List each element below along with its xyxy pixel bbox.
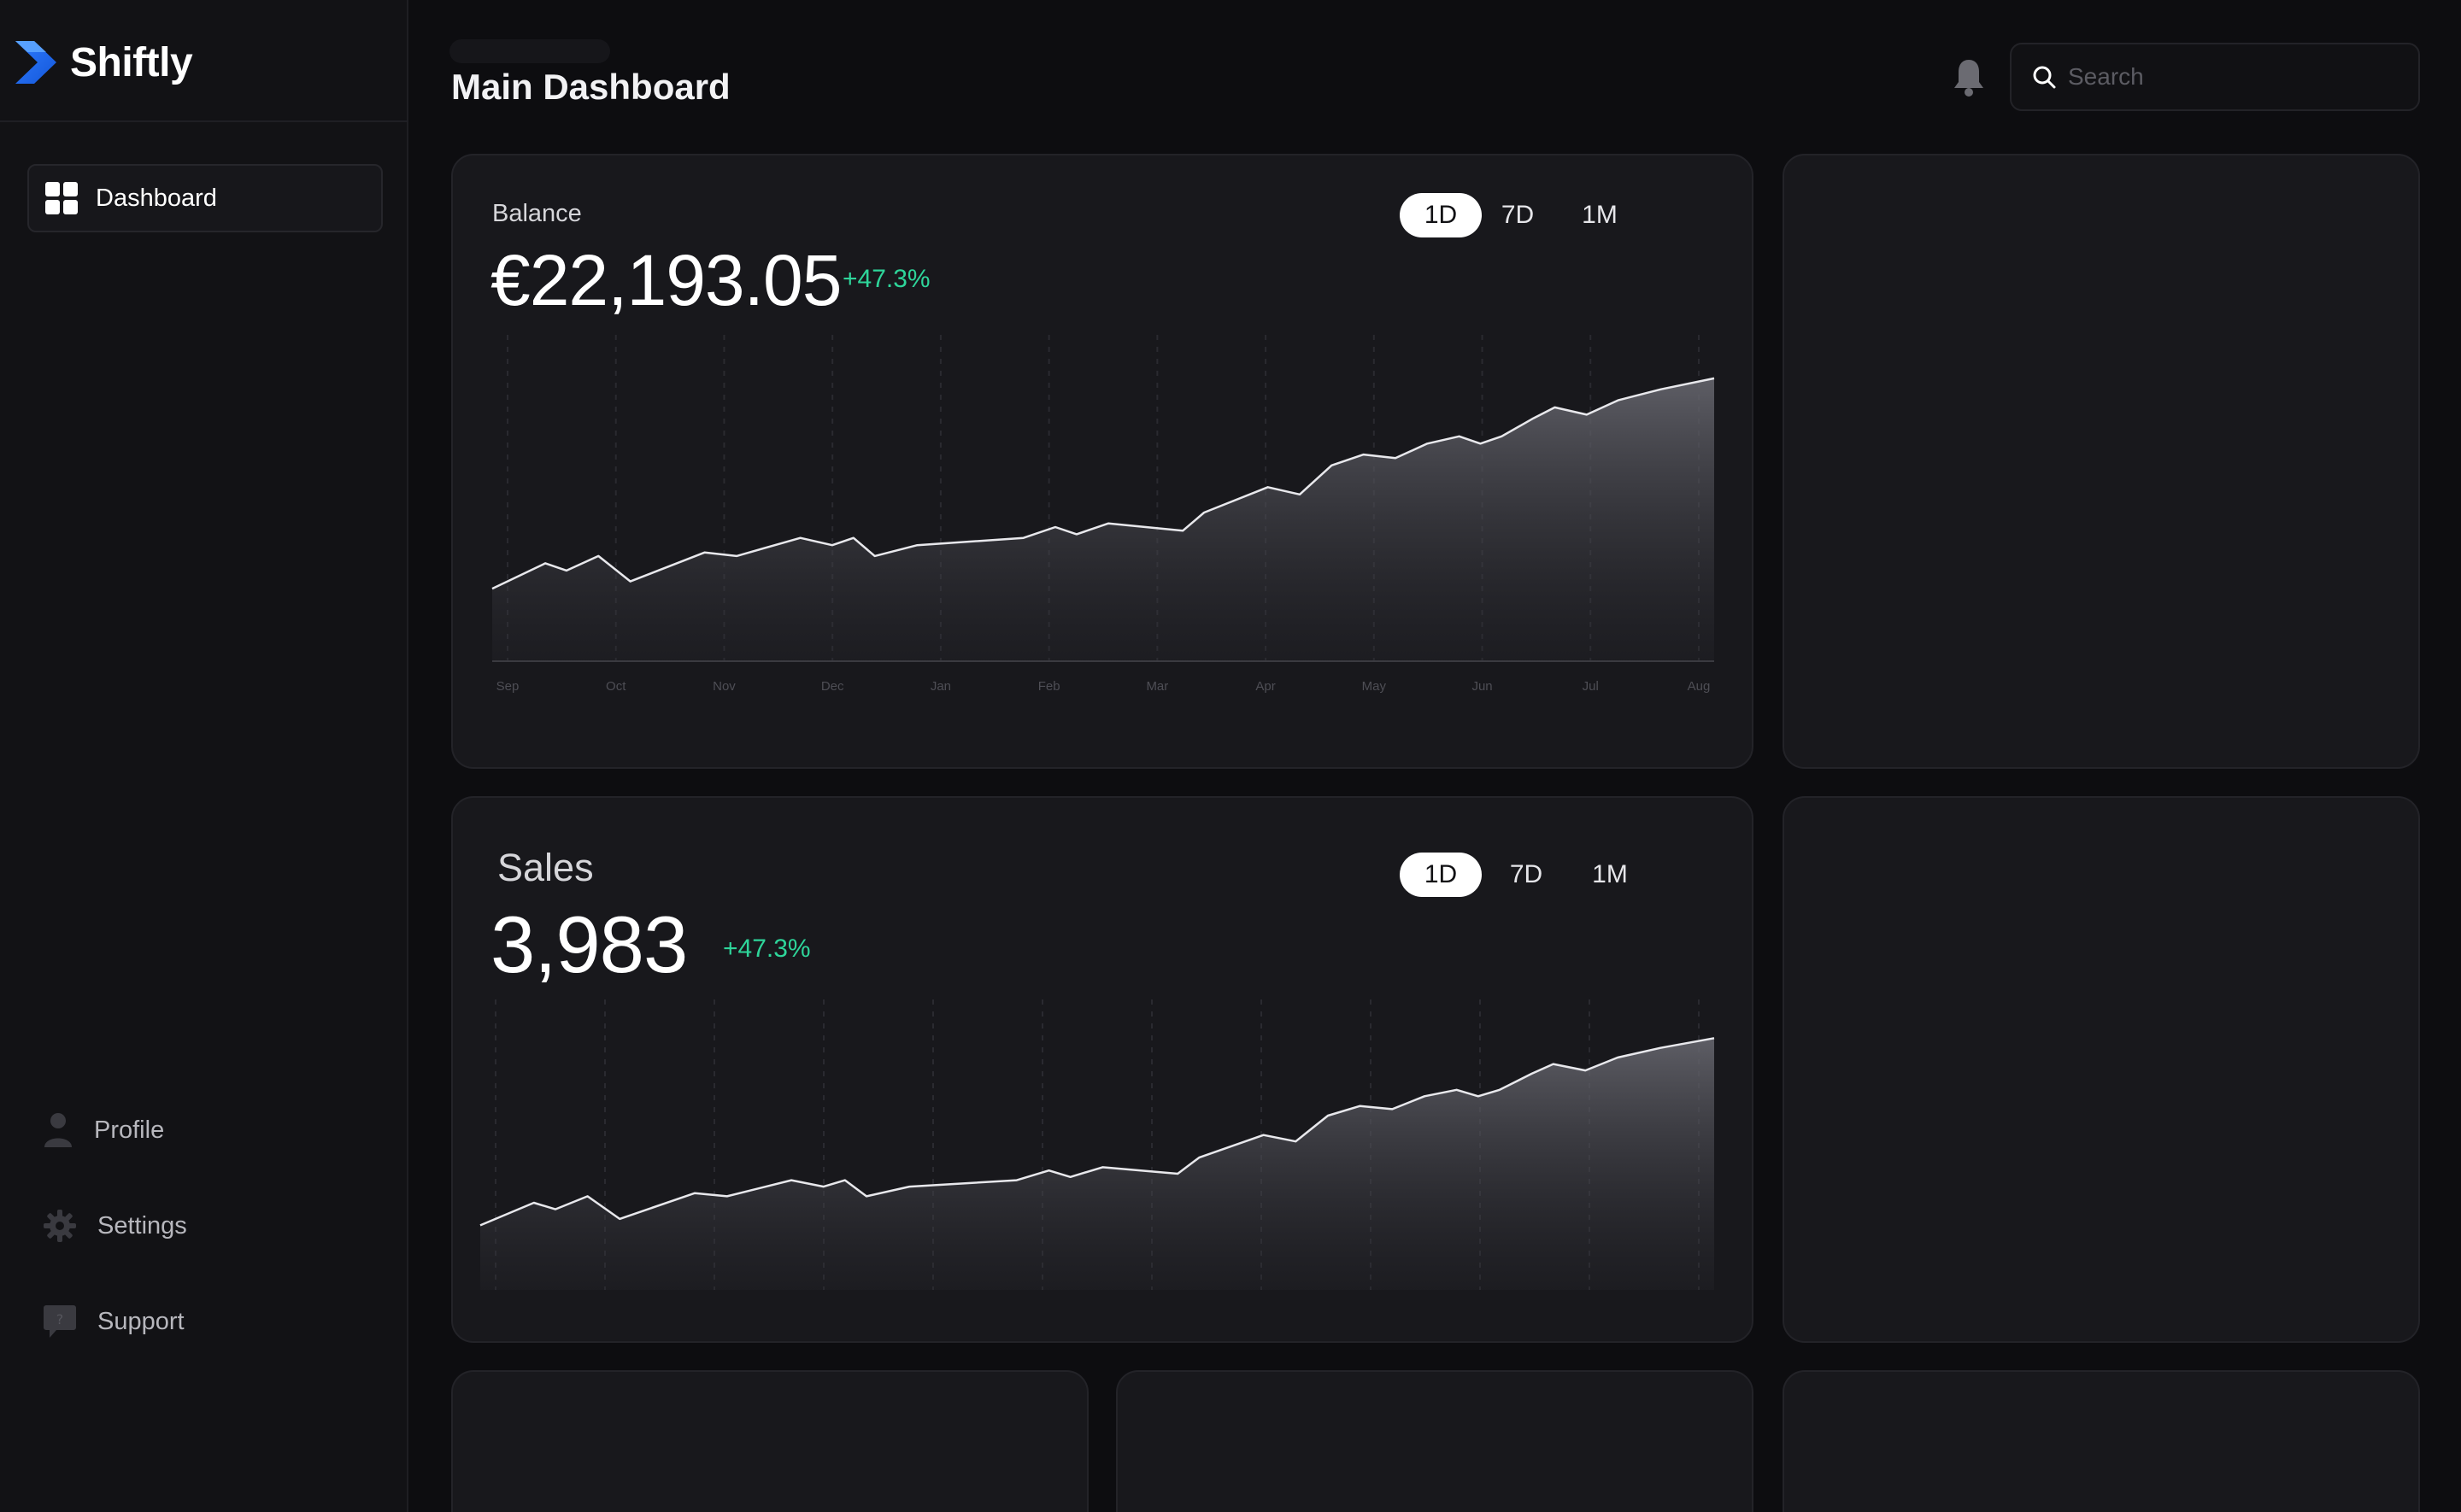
x-tick-label: May [1362,679,1387,694]
placeholder-card [451,1370,1089,1512]
range-1m-button[interactable]: 1M [1582,201,1618,229]
balance-value: €22,193.05 [490,240,842,320]
range-1m-button[interactable]: 1M [1592,860,1628,888]
balance-range-selector: 1D 7D 1M [1400,193,1646,237]
sidebar-item-label: Settings [97,1211,187,1239]
sales-change: +47.3% [723,935,811,963]
sales-value: 3,983 [490,900,688,989]
x-tick-label: Mar [1146,679,1168,694]
series-area [492,378,1714,661]
balance-card: Balance €22,193.05 +47.3% 1D 7D 1M Sep Oc… [451,154,1753,769]
search-box[interactable] [2010,43,2420,111]
search-input[interactable] [2068,63,2410,91]
page-title: Main Dashboard [451,67,731,107]
sidebar-item-dashboard[interactable]: Dashboard [27,164,383,232]
sidebar-item-settings[interactable]: Settings [43,1204,187,1247]
x-tick-label: Apr [1255,679,1275,694]
sidebar-item-label: Profile [94,1116,165,1144]
sidebar: Shiftly Dashboard Profile [0,0,408,1512]
x-tick-label: Feb [1038,679,1060,694]
placeholder-card [1116,1370,1753,1512]
sales-chart [479,999,1715,1290]
gear-icon [44,1210,76,1242]
sales-label: Sales [497,846,594,889]
header-skeleton [449,39,610,63]
sidebar-item-label: Support [97,1307,185,1335]
x-tick-label: Aug [1688,679,1711,694]
sidebar-item-support[interactable]: ? Support [43,1300,185,1343]
range-1d-button[interactable]: 1D [1400,193,1482,237]
sidebar-divider [0,120,408,122]
search-icon [2033,66,2056,89]
placeholder-card [1783,154,2420,769]
balance-change: +47.3% [843,265,931,293]
x-tick-label: Jul [1583,679,1599,694]
range-7d-button[interactable]: 7D [1501,201,1535,229]
dashboard-grid-icon [45,182,78,214]
balance-label: Balance [492,200,582,227]
app-name: Shiftly [70,39,193,85]
shiftly-logo-icon [15,41,56,84]
sales-card: Sales 3,983 +47.3% 1D 7D 1M [451,796,1753,1343]
x-tick-label: Jan [931,679,951,694]
chat-help-icon: ? [44,1305,76,1338]
x-tick-label: Jun [1471,679,1492,694]
svg-text:?: ? [56,1311,64,1327]
x-tick-label: Oct [606,679,626,694]
series-line [491,377,1715,590]
sidebar-item-label: Dashboard [96,184,217,212]
user-icon [44,1113,72,1147]
logo[interactable]: Shiftly [14,38,193,87]
sidebar-item-profile[interactable]: Profile [43,1109,164,1152]
placeholder-card [1783,796,2420,1343]
x-tick-label: Nov [713,679,736,694]
balance-chart: Sep Oct Nov Dec Jan Feb Mar Apr May Jun Jul Aug [491,335,1715,694]
bell-icon[interactable] [1952,58,1986,97]
x-tick-label: Sep [496,679,520,694]
series-line [479,1037,1715,1227]
range-1d-button[interactable]: 1D [1400,853,1482,897]
range-7d-button[interactable]: 7D [1509,860,1543,888]
series-area [480,1038,1714,1290]
x-tick-label: Dec [821,679,844,694]
placeholder-card [1783,1370,2420,1512]
sales-range-selector: 1D 7D 1M [1400,853,1649,897]
